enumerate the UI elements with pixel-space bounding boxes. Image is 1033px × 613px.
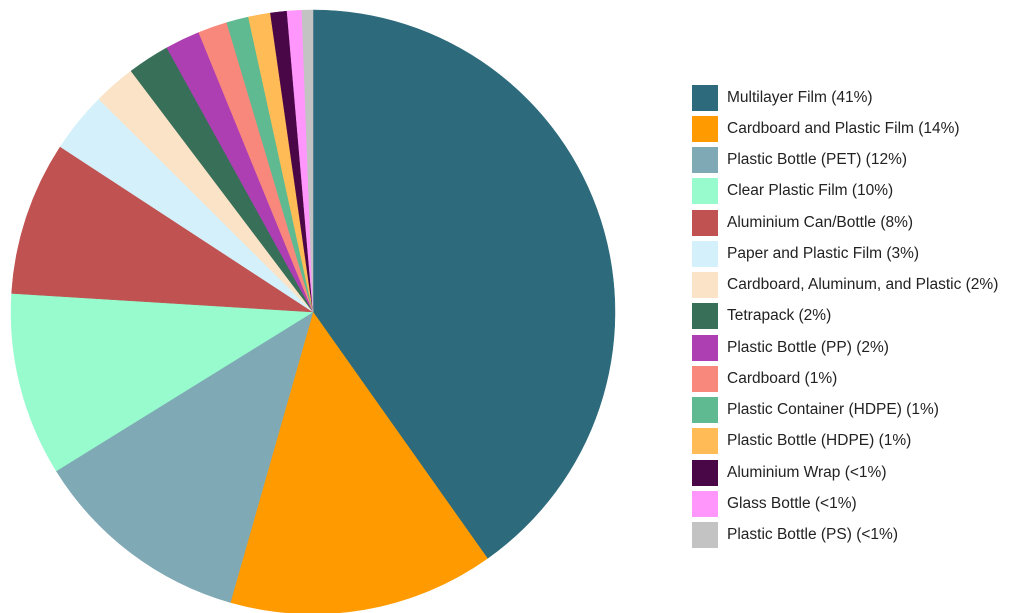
legend-item: Cardboard (1%)	[692, 363, 1032, 394]
legend-label: Cardboard (1%)	[727, 369, 838, 387]
pie-slice-3	[55, 311, 314, 603]
legend-item: Plastic Bottle (HDPE) (1%)	[692, 426, 1032, 457]
legend-label: Cardboard, Aluminum, and Plastic (2%)	[727, 276, 999, 294]
legend-swatch	[692, 147, 718, 174]
legend-label: Multilayer Film (41%)	[727, 88, 873, 106]
legend-item: Plastic Container (HDPE) (1%)	[692, 395, 1032, 426]
pie-slice-5	[11, 146, 314, 313]
legend-item: Multilayer Film (41%)	[692, 82, 1032, 113]
legend-label: Paper and Plastic Film (3%)	[727, 244, 920, 262]
legend-swatch	[692, 490, 718, 517]
legend-label: Plastic Bottle (PS) (<1%)	[727, 526, 898, 544]
legend-label: Plastic Container (HDPE) (1%)	[727, 401, 939, 419]
legend-swatch	[692, 334, 718, 361]
legend-swatch	[692, 178, 718, 205]
pie-chart-plot	[10, 9, 616, 613]
pie-slice-15	[301, 9, 314, 313]
legend-swatch	[692, 240, 718, 267]
legend-swatch	[692, 84, 718, 111]
legend-item: Glass Bottle (<1%)	[692, 488, 1032, 519]
legend-item: Plastic Bottle (PET) (12%)	[692, 145, 1032, 176]
pie-slice-2	[230, 311, 488, 613]
legend-swatch	[692, 272, 718, 299]
legend-label: Plastic Bottle (PET) (12%)	[727, 151, 908, 169]
legend-label: Clear Plastic Film (10%)	[727, 182, 894, 200]
legend-label: Aluminium Wrap (<1%)	[727, 463, 887, 481]
legend-swatch	[692, 459, 718, 486]
legend-item: Cardboard, Aluminum, and Plastic (2%)	[692, 270, 1032, 301]
legend-label: Glass Bottle (<1%)	[727, 494, 857, 512]
legend-item: Tetrapack (2%)	[692, 301, 1032, 332]
legend-label: Cardboard and Plastic Film (14%)	[727, 119, 960, 137]
pie-slice-1	[312, 9, 616, 559]
legend-item: Paper and Plastic Film (3%)	[692, 238, 1032, 269]
legend-swatch	[692, 397, 718, 424]
legend-item: Cardboard and Plastic Film (14%)	[692, 113, 1032, 144]
pie-slice-4	[10, 293, 314, 472]
legend-label: Tetrapack (2%)	[727, 307, 832, 325]
chart-legend: Multilayer Film (41%) Cardboard and Plast…	[692, 82, 1032, 551]
legend-swatch	[692, 209, 718, 236]
legend-item: Plastic Bottle (PS) (<1%)	[692, 520, 1032, 551]
legend-label: Plastic Bottle (HDPE) (1%)	[727, 432, 912, 450]
legend-item: Plastic Bottle (PP) (2%)	[692, 332, 1032, 363]
legend-swatch	[692, 303, 718, 330]
legend-item: Aluminium Can/Bottle (8%)	[692, 207, 1032, 238]
legend-swatch	[692, 428, 718, 455]
legend-swatch	[692, 365, 718, 392]
legend-label: Plastic Bottle (PP) (2%)	[727, 338, 889, 356]
legend-swatch	[692, 115, 718, 142]
legend-item: Aluminium Wrap (<1%)	[692, 457, 1032, 488]
legend-item: Clear Plastic Film (10%)	[692, 176, 1032, 207]
legend-label: Aluminium Can/Bottle (8%)	[727, 213, 914, 231]
legend-swatch	[692, 522, 718, 549]
